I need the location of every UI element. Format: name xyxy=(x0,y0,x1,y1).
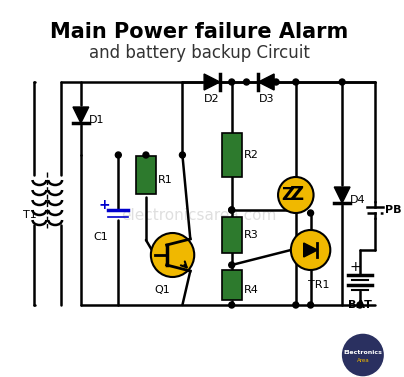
Text: D1: D1 xyxy=(89,115,104,125)
Bar xyxy=(222,270,242,300)
Text: R1: R1 xyxy=(158,175,173,185)
Text: Electronics: Electronics xyxy=(343,349,382,354)
Text: R3: R3 xyxy=(244,230,258,240)
Text: T1: T1 xyxy=(23,210,36,220)
Circle shape xyxy=(151,233,194,277)
Circle shape xyxy=(307,210,314,216)
Text: Area: Area xyxy=(356,359,369,363)
Polygon shape xyxy=(258,74,274,90)
Circle shape xyxy=(293,79,299,85)
Text: D3: D3 xyxy=(259,94,274,104)
Circle shape xyxy=(307,302,314,308)
Circle shape xyxy=(229,302,235,308)
Circle shape xyxy=(229,207,235,213)
Text: +: + xyxy=(99,198,110,212)
Circle shape xyxy=(229,79,235,85)
Circle shape xyxy=(341,333,385,377)
Text: R4: R4 xyxy=(244,285,259,295)
Circle shape xyxy=(291,230,330,270)
Circle shape xyxy=(339,79,345,85)
Text: Main Power failure Alarm: Main Power failure Alarm xyxy=(50,22,348,42)
Bar xyxy=(222,133,242,177)
Circle shape xyxy=(229,262,235,268)
Polygon shape xyxy=(73,107,89,123)
Circle shape xyxy=(293,302,299,308)
Text: electronicsarea.com: electronicsarea.com xyxy=(122,207,277,222)
Text: PB: PB xyxy=(385,205,401,215)
Text: C1: C1 xyxy=(93,232,108,242)
Text: TR1: TR1 xyxy=(308,280,329,290)
Text: BAT: BAT xyxy=(348,300,372,310)
Polygon shape xyxy=(334,187,350,203)
Text: Z: Z xyxy=(282,186,295,204)
Circle shape xyxy=(179,152,185,158)
Text: D4: D4 xyxy=(350,195,366,205)
Circle shape xyxy=(273,79,279,85)
Circle shape xyxy=(229,207,235,213)
Circle shape xyxy=(244,79,249,85)
Text: Z: Z xyxy=(289,185,303,204)
Bar xyxy=(136,156,156,194)
Circle shape xyxy=(357,302,363,308)
Text: D2: D2 xyxy=(204,94,220,104)
Circle shape xyxy=(116,152,121,158)
Polygon shape xyxy=(204,74,220,90)
Circle shape xyxy=(143,152,149,158)
Text: +: + xyxy=(349,260,361,274)
Text: Q1: Q1 xyxy=(155,285,170,295)
Bar xyxy=(222,217,242,253)
Polygon shape xyxy=(304,243,318,257)
Text: and battery backup Circuit: and battery backup Circuit xyxy=(89,44,309,62)
Circle shape xyxy=(278,177,314,213)
Text: R2: R2 xyxy=(244,150,259,160)
